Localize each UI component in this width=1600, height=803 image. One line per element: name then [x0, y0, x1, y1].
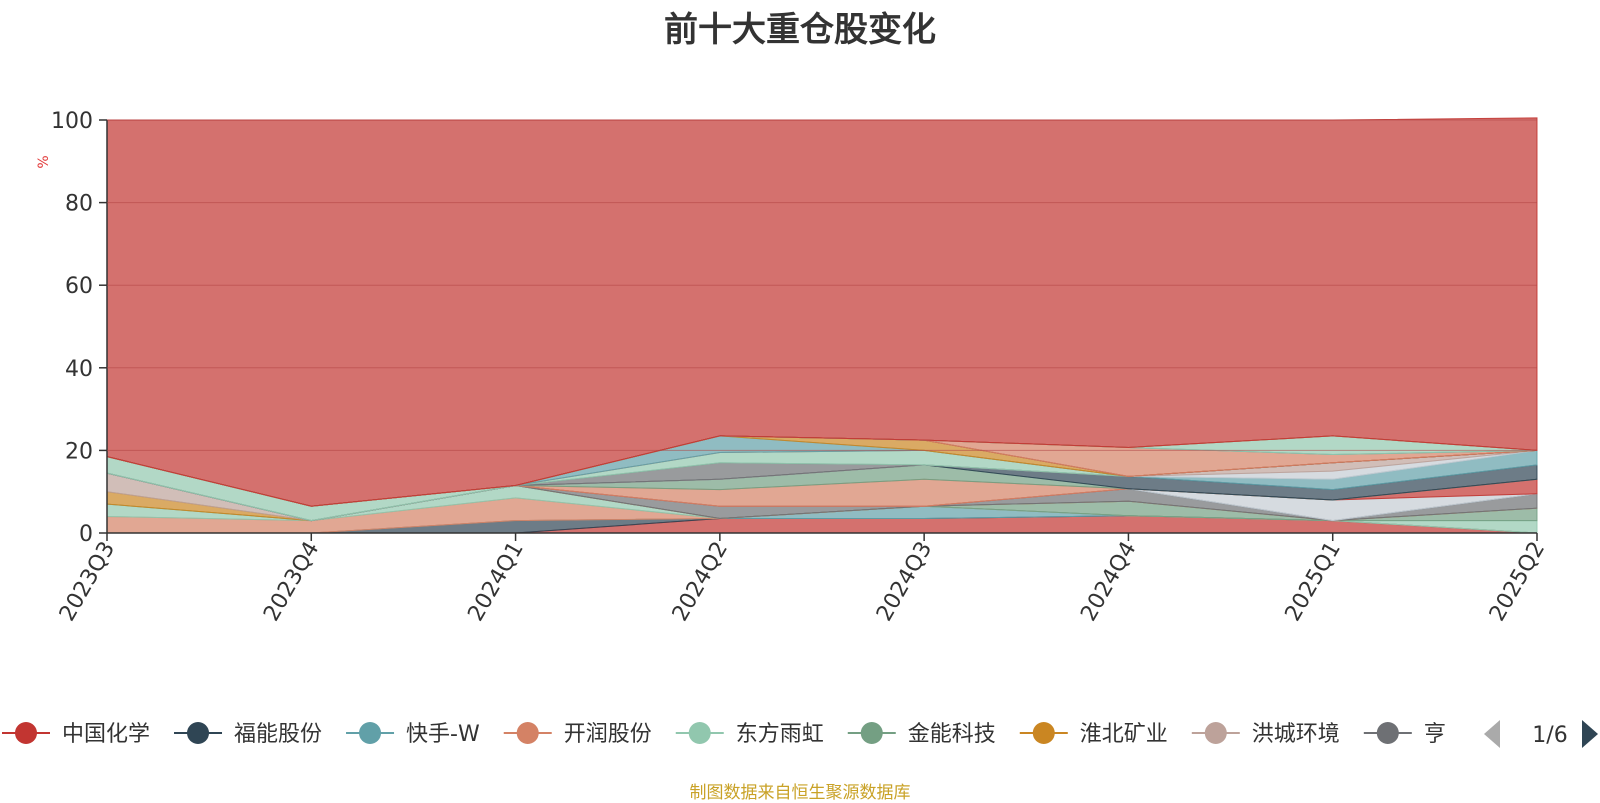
- legend-label: 金能科技: [908, 722, 996, 747]
- legend-label: 淮北矿业: [1080, 722, 1168, 747]
- legend-marker: [15, 722, 37, 744]
- y-axis-label: %: [36, 155, 52, 168]
- legend-marker: [1204, 722, 1227, 744]
- x-tick-label: 2024Q3: [872, 538, 937, 626]
- grid-layer: [107, 119, 1537, 451]
- legend-item[interactable]: 亨: [1363, 722, 1446, 747]
- source-note: 制图数据来自恒生聚源数据库: [689, 783, 911, 803]
- legend-label: 开润股份: [564, 722, 652, 747]
- legend-marker: [860, 722, 883, 744]
- x-tick-label: 2025Q2: [1485, 538, 1550, 626]
- legend-prev-icon[interactable]: [1484, 720, 1500, 748]
- series-layer: [106, 117, 1538, 534]
- legend-item[interactable]: 东方雨虹: [675, 722, 824, 747]
- y-tick-label: 100: [51, 109, 93, 134]
- y-tick-label: 20: [65, 439, 93, 464]
- legend-marker: [688, 722, 711, 744]
- legend-marker: [187, 722, 210, 744]
- y-tick-label: 40: [65, 357, 93, 382]
- y-tick-label: 0: [79, 522, 93, 547]
- x-tick-label: 2023Q3: [55, 538, 120, 626]
- legend-label: 快手-W: [406, 722, 480, 747]
- legend-item[interactable]: 淮北矿业: [1019, 722, 1168, 747]
- chart-title: 前十大重仓股变化: [664, 10, 936, 50]
- legend-item[interactable]: 福能股份: [174, 722, 322, 747]
- x-tick-label: 2024Q4: [1076, 538, 1141, 626]
- legend-item[interactable]: 中国化学: [2, 722, 150, 747]
- y-tick-label: 80: [65, 192, 93, 217]
- legend-label: 中国化学: [62, 722, 150, 747]
- legend-label: 亨: [1424, 722, 1446, 747]
- legend-marker: [1376, 722, 1399, 744]
- legend-next-icon[interactable]: [1582, 720, 1598, 748]
- legend-item[interactable]: 快手-W: [346, 722, 480, 747]
- legend-item[interactable]: 开润股份: [503, 722, 652, 747]
- legend-label: 福能股份: [234, 722, 322, 747]
- y-tick-label: 60: [65, 274, 93, 299]
- legend-item[interactable]: 洪城环境: [1191, 722, 1340, 747]
- legend-page-indicator: 1/6: [1532, 723, 1567, 748]
- legend-marker: [516, 722, 539, 744]
- legend-label: 洪城环境: [1252, 722, 1340, 747]
- legend-marker: [1032, 722, 1055, 744]
- x-tick-label: 2025Q1: [1281, 538, 1346, 626]
- legend-label: 东方雨虹: [736, 722, 824, 747]
- x-tick-label: 2023Q4: [259, 538, 324, 626]
- x-tick-label: 2024Q2: [668, 538, 733, 626]
- x-tick-label: 2024Q1: [463, 538, 528, 626]
- legend-item[interactable]: 金能科技: [847, 722, 996, 747]
- legend-marker: [359, 722, 382, 744]
- legend[interactable]: 中国化学 福能股份 快手-W 开润股份 东方雨虹 金能科技 淮北矿业 洪城环境 亨 1/6: [2, 712, 1600, 756]
